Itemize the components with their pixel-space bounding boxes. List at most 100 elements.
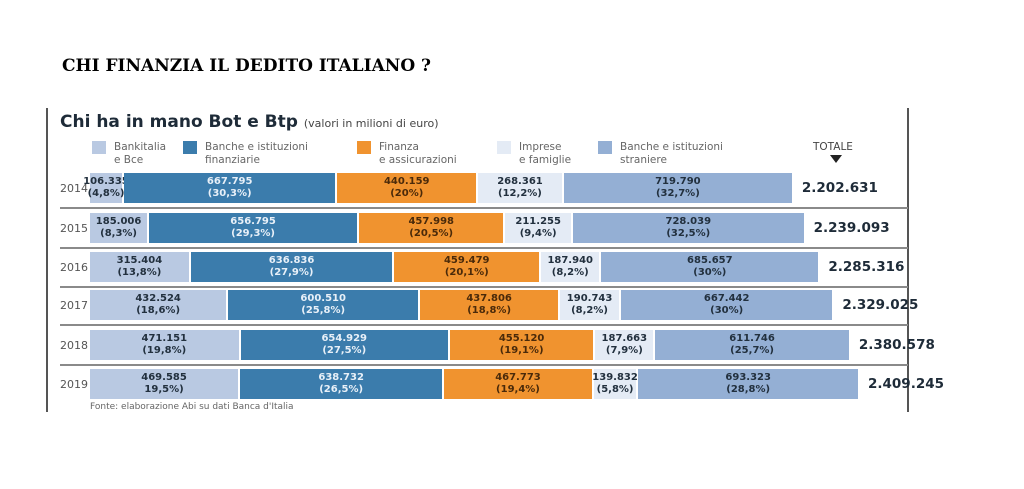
data-label-percent: (18,6%)	[136, 305, 181, 316]
data-label-percent: (19,1%)	[499, 345, 544, 356]
data-label-percent: (26,5%)	[319, 384, 364, 395]
data-label-value: 611.746	[729, 333, 775, 344]
bar-segment: 187.663 (7,9%)	[595, 330, 656, 360]
bar-segment: 139.832 (5,8%)	[592, 369, 639, 399]
data-label-value: 187.663	[601, 333, 648, 344]
legend-swatch	[92, 141, 106, 154]
frame-left-border	[46, 108, 48, 412]
legend-item: Banche e istituzioni finanziarie	[183, 141, 308, 167]
bar-segment: 440.159 (20%)	[337, 173, 479, 203]
year-label: 2015	[60, 222, 88, 235]
legend-label-line: Banche e istituzioni	[620, 141, 723, 153]
legend-label: Banche e istituzioni straniere	[620, 141, 723, 167]
bar-segment: 469.585 19,5%)	[90, 369, 241, 399]
data-label-percent: (20,1%)	[444, 267, 489, 278]
legend-label: Finanza e assicurazioni	[379, 141, 457, 167]
data-label-value: 190.743	[566, 293, 613, 304]
source-note: Fonte: elaborazione Abi su dati Banca d'…	[90, 402, 294, 412]
bar-segment: 187.940 (8,2%)	[541, 252, 602, 282]
data-label-value: 636.836	[268, 255, 315, 266]
legend-label-line: Banche e istituzioni	[205, 141, 308, 153]
legend-label: Imprese e famiglie	[519, 141, 571, 167]
year-label: 2017	[60, 299, 88, 312]
year-label: 2019	[60, 378, 88, 391]
bar-segment: 656.795 (29,3%)	[149, 213, 360, 243]
row-divider	[60, 207, 908, 209]
totale-label: TOTALE	[813, 141, 853, 153]
year-label: 2018	[60, 339, 88, 352]
bar-segment: 471.151 (19,8%)	[90, 330, 241, 360]
data-label-value: 457.998	[408, 216, 454, 227]
chart-title-text: Chi ha in mano Bot e Btp	[60, 112, 298, 132]
data-label-value: 728.039	[665, 216, 712, 227]
data-label-percent: (8,3%)	[100, 228, 137, 239]
data-label-value: 471.151	[141, 333, 188, 344]
bar-segment: 211.255 (9,4%)	[505, 213, 573, 243]
row-divider	[60, 247, 908, 249]
bar-segment: 600.510 (25,8%)	[228, 290, 421, 320]
page-title: CHI FINANZIA IL DEDITO ITALIANO ?	[62, 56, 432, 76]
year-label: 2014	[60, 182, 88, 195]
legend-swatch	[357, 141, 371, 154]
data-label-percent: (27,5%)	[322, 345, 367, 356]
data-label-percent: (12,2%)	[498, 188, 542, 199]
legend-item: Imprese e famiglie	[497, 141, 571, 167]
data-label-value: 268.361	[497, 176, 543, 187]
legend-label-line: e famiglie	[519, 154, 572, 166]
legend-item: Banche e istituzioni straniere	[598, 141, 723, 167]
data-label-percent: (32,7%)	[655, 188, 700, 199]
chart-subtitle: (valori in milioni di euro)	[303, 117, 439, 130]
data-label-value: 719.790	[655, 176, 701, 187]
legend-label-line: e Bce	[114, 154, 144, 166]
legend-item: Bankitalia e Bce	[92, 141, 166, 167]
bar-segment: 455.120 (19,1%)	[449, 330, 596, 360]
data-label-percent: 19,5%)	[144, 384, 184, 395]
bar-segment: 636.836 (27,9%)	[190, 252, 395, 282]
total-label: 2.202.631	[801, 180, 878, 196]
data-label-value: 693.323	[725, 372, 771, 383]
row-divider	[60, 364, 908, 366]
year-label: 2016	[60, 261, 88, 274]
data-label-percent: (30,3%)	[207, 188, 252, 199]
data-label-percent: (9,4%)	[519, 228, 557, 239]
total-label: 2.380.578	[858, 337, 935, 353]
data-label-percent: (18,8%)	[467, 305, 512, 316]
bar-segment: 106.335 (4,8%)	[83, 173, 129, 203]
legend-label-line: Imprese	[519, 141, 562, 153]
data-label-value: 656.795	[230, 216, 276, 227]
data-label-value: 432.524	[135, 293, 181, 304]
bar-segment: 638.732 (26,5%)	[240, 369, 445, 399]
total-label: 2.329.025	[842, 297, 919, 313]
down-arrow-icon	[830, 155, 842, 163]
data-label-percent: (27,9%)	[269, 267, 314, 278]
data-label-value: 185.006	[95, 216, 142, 227]
bar-segment: 685.657 (30%)	[601, 252, 821, 282]
bar-segment: 190.743 (8,2%)	[560, 290, 622, 320]
data-label-percent: (30%)	[710, 305, 744, 316]
data-label-value: 315.404	[116, 255, 163, 266]
bar-segment: 457.998 (20,5%)	[359, 213, 506, 243]
data-label-value: 106.335	[83, 176, 129, 187]
data-label-value: 667.442	[703, 293, 750, 304]
data-label-percent: (28,8%)	[726, 384, 771, 395]
bar-segment: 728.039 (32,5%)	[572, 213, 806, 243]
data-label-percent: (8,2%)	[571, 305, 608, 316]
bar-segment: 437.806 (18,8%)	[420, 290, 561, 320]
frame-right-border	[907, 108, 909, 412]
legend-swatch	[598, 141, 612, 154]
legend-swatch	[497, 141, 511, 154]
total-label: 2.239.093	[813, 220, 890, 236]
legend-label-line: e assicurazioni	[379, 154, 457, 166]
legend-swatch	[183, 141, 197, 154]
data-label-value: 437.806	[466, 293, 512, 304]
data-label-value: 469.585	[141, 372, 187, 383]
legend-label: Bankitalia e Bce	[114, 141, 166, 167]
legend-label: Banche e istituzioni finanziarie	[205, 141, 308, 167]
bar-segment: 719.790 (32,7%)	[563, 173, 794, 203]
data-label-percent: (30%)	[693, 267, 727, 278]
data-label-value: 654.929	[321, 333, 367, 344]
data-label-percent: (20%)	[390, 188, 424, 199]
legend-label-line: straniere	[620, 154, 667, 166]
data-label-percent: (7,9%)	[605, 345, 643, 356]
bar-segment: 268.361 (12,2%)	[478, 173, 564, 203]
